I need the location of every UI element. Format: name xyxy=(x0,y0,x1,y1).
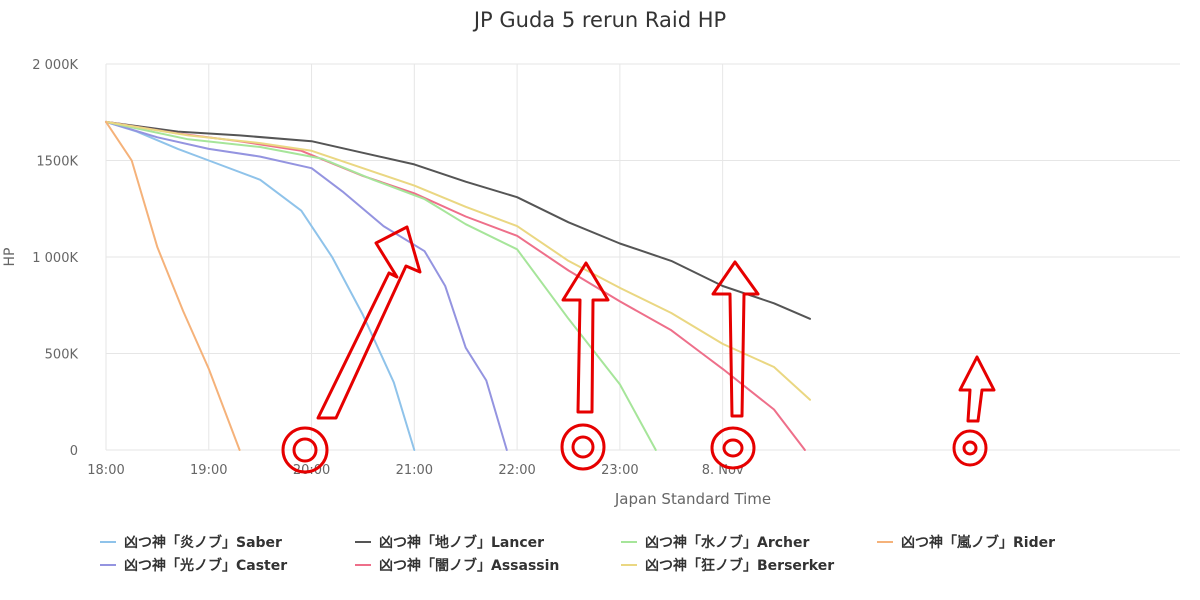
series-line-3[interactable] xyxy=(105,120,806,451)
chart-title: JP Guda 5 rerun Raid HP xyxy=(473,8,727,32)
annotation-arrow xyxy=(561,261,610,414)
annotation-circle xyxy=(560,423,606,471)
y-tick-label: 0 xyxy=(70,444,78,459)
legend-item[interactable]: 凶つ神「水ノブ」Archer xyxy=(621,532,809,552)
annotation-circle xyxy=(571,435,595,459)
annotation-archer xyxy=(952,355,996,467)
series-layer xyxy=(105,120,811,451)
series-line-6[interactable] xyxy=(105,120,241,451)
legend-label: 凶つ神「地ノブ」Lancer xyxy=(379,535,545,551)
series-line-0[interactable] xyxy=(105,120,416,451)
y-tick-label: 500K xyxy=(45,348,79,363)
legend-label: 凶つ神「光ノブ」Caster xyxy=(124,558,288,574)
legend-item[interactable]: 凶つ神「炎ノブ」Saber xyxy=(100,532,282,552)
annotation-circle xyxy=(722,438,744,458)
annotation-saber xyxy=(560,261,610,471)
annotation-rider xyxy=(281,225,422,474)
annotation-circle xyxy=(952,429,988,467)
legend-swatch xyxy=(621,564,637,566)
annotation-caster xyxy=(710,260,760,470)
legend-swatch xyxy=(621,541,637,543)
x-tick-label: 19:00 xyxy=(190,463,227,478)
annotation-arrow xyxy=(316,225,422,420)
series-line-1[interactable] xyxy=(105,120,508,451)
legend-label: 凶つ神「炎ノブ」Saber xyxy=(124,535,282,551)
y-tick-label: 1500K xyxy=(36,155,78,170)
legend-item[interactable]: 凶つ神「光ノブ」Caster xyxy=(100,555,287,575)
x-tick-label: 21:00 xyxy=(396,463,433,478)
x-axis-title: Japan Standard Time xyxy=(614,490,771,508)
annotation-arrow xyxy=(958,355,996,423)
y-tick-label: 1 000K xyxy=(32,251,78,266)
legend-label: 凶つ神「嵐ノブ」Rider xyxy=(901,535,1055,551)
legend-label: 凶つ神「水ノブ」Archer xyxy=(645,535,810,551)
legend-swatch xyxy=(100,564,116,566)
series-line-4[interactable] xyxy=(105,120,657,451)
x-tick-label: 18:00 xyxy=(87,463,124,478)
legend-label: 凶つ神「狂ノブ」Berserker xyxy=(645,558,835,574)
annotation-circle xyxy=(962,440,978,456)
annotation-arrow xyxy=(711,260,760,418)
legend-swatch xyxy=(355,541,371,543)
annotation-circle xyxy=(281,426,329,474)
x-tick-label: 23:00 xyxy=(601,463,638,478)
series-line-5[interactable] xyxy=(105,120,811,401)
annotation-circle xyxy=(710,426,756,470)
y-axis-title: HP xyxy=(2,248,18,267)
legend-swatch xyxy=(100,541,116,543)
legend-item[interactable]: 凶つ神「嵐ノブ」Rider xyxy=(877,532,1055,552)
legend-item[interactable]: 凶つ神「地ノブ」Lancer xyxy=(355,532,544,552)
x-tick-label: 22:00 xyxy=(498,463,535,478)
legend-swatch xyxy=(355,564,371,566)
legend-item[interactable]: 凶つ神「闇ノブ」Assassin xyxy=(355,555,559,575)
annotation-circle xyxy=(292,437,318,463)
y-tick-label: 2 000K xyxy=(32,58,78,73)
legend-swatch xyxy=(877,541,893,543)
legend-item[interactable]: 凶つ神「狂ノブ」Berserker xyxy=(621,555,834,575)
legend-label: 凶つ神「闇ノブ」Assassin xyxy=(379,558,560,574)
series-line-2[interactable] xyxy=(105,120,811,320)
red-arrow-annotations xyxy=(281,225,996,474)
